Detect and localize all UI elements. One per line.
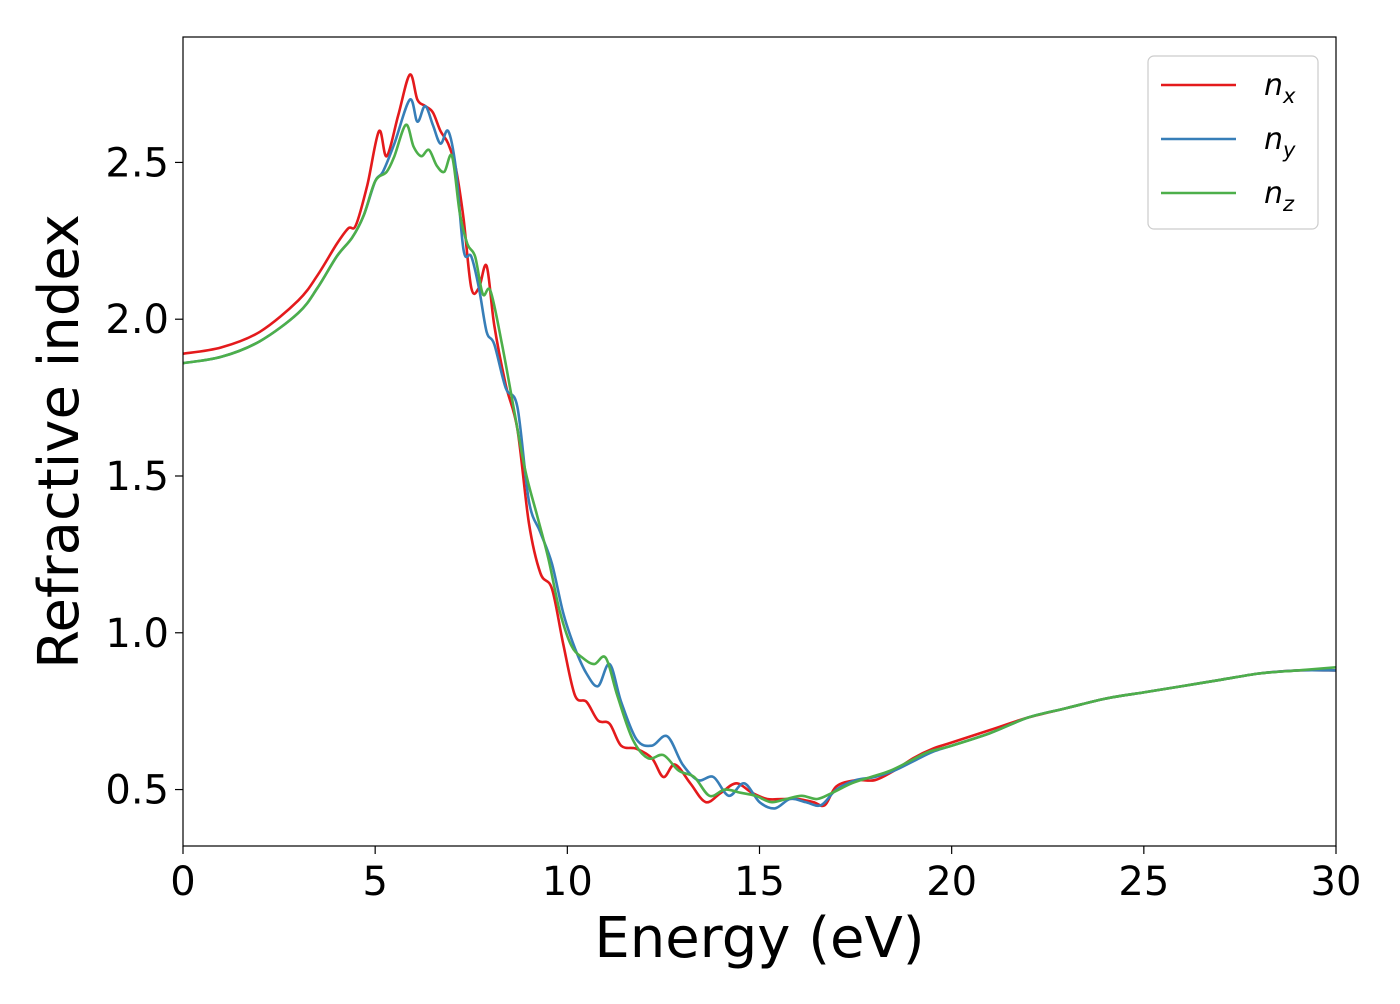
legend-item-x: nx [1161, 68, 1296, 108]
x-axis-ticks: 0 5 10 15 20 25 30 [170, 846, 1361, 905]
y-tick-label: 2.0 [105, 297, 169, 343]
y-axis-title: Refractive index [27, 214, 92, 669]
series-line-x [183, 73, 1336, 808]
legend-item-z: nz [1161, 176, 1295, 216]
y-tick-label: 1.0 [105, 611, 169, 657]
x-tick-label: 30 [1311, 859, 1362, 905]
legend-label: nz [1264, 176, 1295, 216]
legend-item-y: ny [1161, 122, 1296, 162]
x-tick-label: 5 [362, 859, 387, 905]
legend-label-main: n [1264, 68, 1283, 103]
legend-label-sub: z [1282, 192, 1295, 216]
series-line-z [183, 123, 1336, 804]
series-layer [183, 73, 1336, 810]
x-tick-label: 20 [926, 859, 977, 905]
legend-label-main: n [1264, 122, 1283, 157]
legend-label: ny [1264, 122, 1296, 162]
y-tick-label: 1.5 [105, 454, 169, 500]
x-tick-label: 15 [734, 859, 785, 905]
y-tick-label: 2.5 [105, 140, 169, 186]
y-tick-label: 0.5 [105, 768, 169, 814]
legend-label: nx [1264, 68, 1296, 108]
legend-box [1147, 55, 1319, 230]
x-tick-label: 0 [170, 859, 195, 905]
y-axis-ticks: 0.5 1.0 1.5 2.0 2.5 [105, 140, 183, 814]
legend-label-sub: y [1282, 138, 1296, 162]
legend-label-main: n [1264, 176, 1283, 211]
x-tick-label: 10 [542, 859, 593, 905]
legend-label-sub: x [1282, 84, 1296, 108]
x-axis-title: Energy (eV) [594, 906, 924, 971]
x-tick-label: 25 [1118, 859, 1169, 905]
